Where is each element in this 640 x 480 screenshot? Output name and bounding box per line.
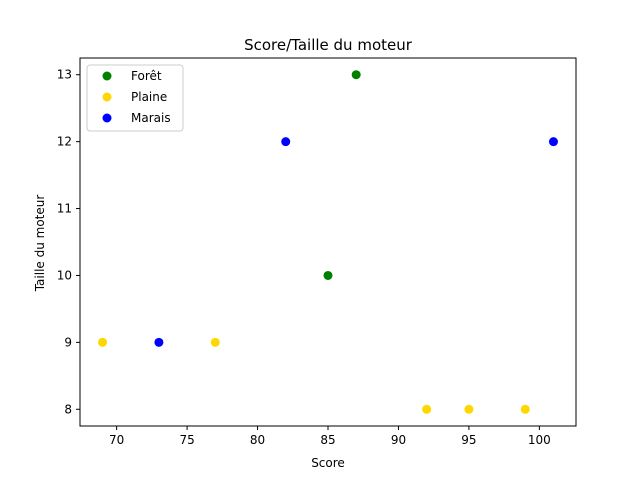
axis-ticks: 70 75 80 85 90 95 100 8 9 10 11 12 13 (57, 68, 551, 447)
data-point-plaine (520, 404, 530, 414)
data-point-marais (548, 137, 558, 147)
x-tick-label: 100 (528, 433, 551, 447)
plot-frame (79, 57, 577, 427)
legend-label-marais: Marais (131, 111, 171, 125)
y-tick-label: 10 (57, 268, 72, 282)
data-point-foret (323, 270, 333, 280)
data-point-plaine (210, 337, 220, 347)
data-point-marais (154, 337, 164, 347)
y-tick-label: 9 (64, 335, 72, 349)
data-point-foret (351, 70, 361, 80)
legend-box (86, 64, 184, 132)
data-point-plaine (464, 404, 474, 414)
y-tick-label: 8 (64, 402, 72, 416)
data-points (98, 70, 558, 414)
y-axis-label: Taille du moteur (33, 195, 47, 293)
x-tick-label: 80 (250, 433, 265, 447)
x-tick-label: 90 (391, 433, 406, 447)
legend-marker-marais (102, 113, 112, 123)
y-tick-label: 11 (57, 202, 72, 216)
legend-label-foret: Forêt (131, 69, 162, 83)
x-tick-label: 95 (461, 433, 476, 447)
y-tick-label: 12 (57, 135, 72, 149)
legend-marker-foret (102, 71, 112, 81)
legend-marker-plaine (102, 92, 112, 102)
x-tick-label: 70 (109, 433, 124, 447)
data-point-plaine (98, 337, 108, 347)
legend-label-plaine: Plaine (131, 90, 167, 104)
y-tick-label: 13 (57, 68, 72, 82)
x-tick-label: 75 (179, 433, 194, 447)
data-point-marais (281, 137, 291, 147)
data-point-plaine (422, 404, 432, 414)
x-axis-label: Score (311, 456, 345, 470)
x-tick-label: 85 (320, 433, 335, 447)
chart-title: Score/Taille du moteur (244, 36, 413, 54)
legend: Forêt Plaine Marais (86, 64, 184, 132)
